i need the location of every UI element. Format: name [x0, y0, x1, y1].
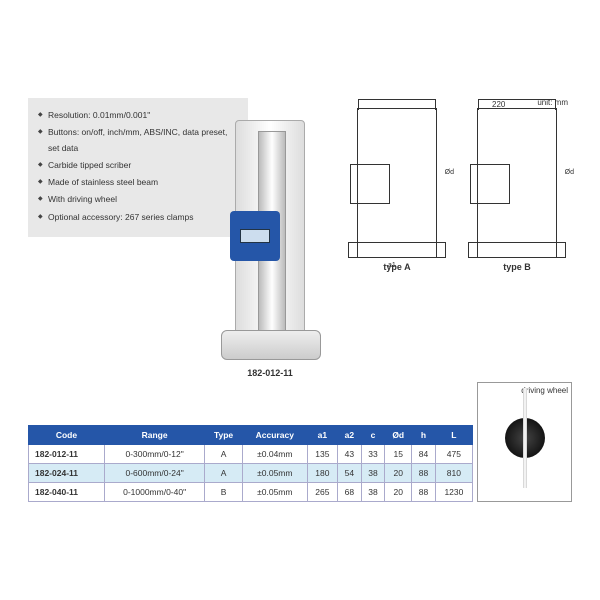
th-c: c	[361, 426, 385, 445]
th-l: L	[435, 426, 472, 445]
table-cell: 182-012-11	[29, 445, 105, 464]
height-gauge-illustration	[235, 120, 305, 360]
product-code-label: 182-012-11	[247, 368, 293, 378]
table-cell: 265	[307, 483, 337, 502]
table-cell: 88	[412, 464, 436, 483]
table-cell: ±0.05mm	[242, 464, 307, 483]
table-cell: 182-024-11	[29, 464, 105, 483]
table-cell: 180	[307, 464, 337, 483]
table-cell: 20	[385, 483, 412, 502]
table-cell: 43	[338, 445, 362, 464]
table-cell: 1230	[435, 483, 472, 502]
th-d: Ød	[385, 426, 412, 445]
table-cell: B	[205, 483, 243, 502]
table-cell: 20	[385, 464, 412, 483]
table-header-row: Code Range Type Accuracy a1 a2 c Ød h L	[29, 426, 473, 445]
th-a2: a2	[338, 426, 362, 445]
table-cell: 475	[435, 445, 472, 464]
table-cell: A	[205, 464, 243, 483]
table-cell: 33	[361, 445, 385, 464]
table-cell: 0-1000mm/0-40"	[104, 483, 204, 502]
gauge-base	[221, 330, 321, 360]
digital-display	[230, 211, 280, 261]
table-cell: 0-300mm/0-12"	[104, 445, 204, 464]
th-a1: a1	[307, 426, 337, 445]
th-code: Code	[29, 426, 105, 445]
table-cell: ±0.05mm	[242, 483, 307, 502]
table-cell: 0-600mm/0-24"	[104, 464, 204, 483]
table-cell: 38	[361, 464, 385, 483]
th-type: Type	[205, 426, 243, 445]
th-range: Range	[104, 426, 204, 445]
table-row: 182-024-110-600mm/0-24"A±0.05mm180543820…	[29, 464, 473, 483]
table-cell: 15	[385, 445, 412, 464]
table-cell: 810	[435, 464, 472, 483]
diagram-type-b: 220 Ød type B	[462, 98, 572, 298]
table-cell: 88	[412, 483, 436, 502]
type-b-label: type B	[462, 262, 572, 272]
spec-table: Code Range Type Accuracy a1 a2 c Ød h L …	[28, 425, 473, 502]
table-cell: 182-040-11	[29, 483, 105, 502]
table-cell: 68	[338, 483, 362, 502]
wheel-icon	[505, 418, 545, 458]
dimension-diagrams: unit: mm a1 Ød type A 220 Ød type B	[342, 98, 572, 298]
product-datasheet: Resolution: 0.01mm/0.001" Buttons: on/of…	[20, 90, 580, 510]
product-photo: 182-012-11	[200, 98, 340, 378]
type-a-label: type A	[342, 262, 452, 272]
table-row: 182-012-110-300mm/0-12"A±0.04mm135433315…	[29, 445, 473, 464]
table-cell: 135	[307, 445, 337, 464]
driving-wheel-inset: driving wheel	[477, 382, 572, 502]
th-h: h	[412, 426, 436, 445]
table-cell: 38	[361, 483, 385, 502]
th-accuracy: Accuracy	[242, 426, 307, 445]
table-cell: A	[205, 445, 243, 464]
table-cell: 54	[338, 464, 362, 483]
table-cell: ±0.04mm	[242, 445, 307, 464]
table-row: 182-040-110-1000mm/0-40"B±0.05mm26568382…	[29, 483, 473, 502]
table-cell: 84	[412, 445, 436, 464]
diagram-type-a: a1 Ød type A	[342, 98, 452, 298]
